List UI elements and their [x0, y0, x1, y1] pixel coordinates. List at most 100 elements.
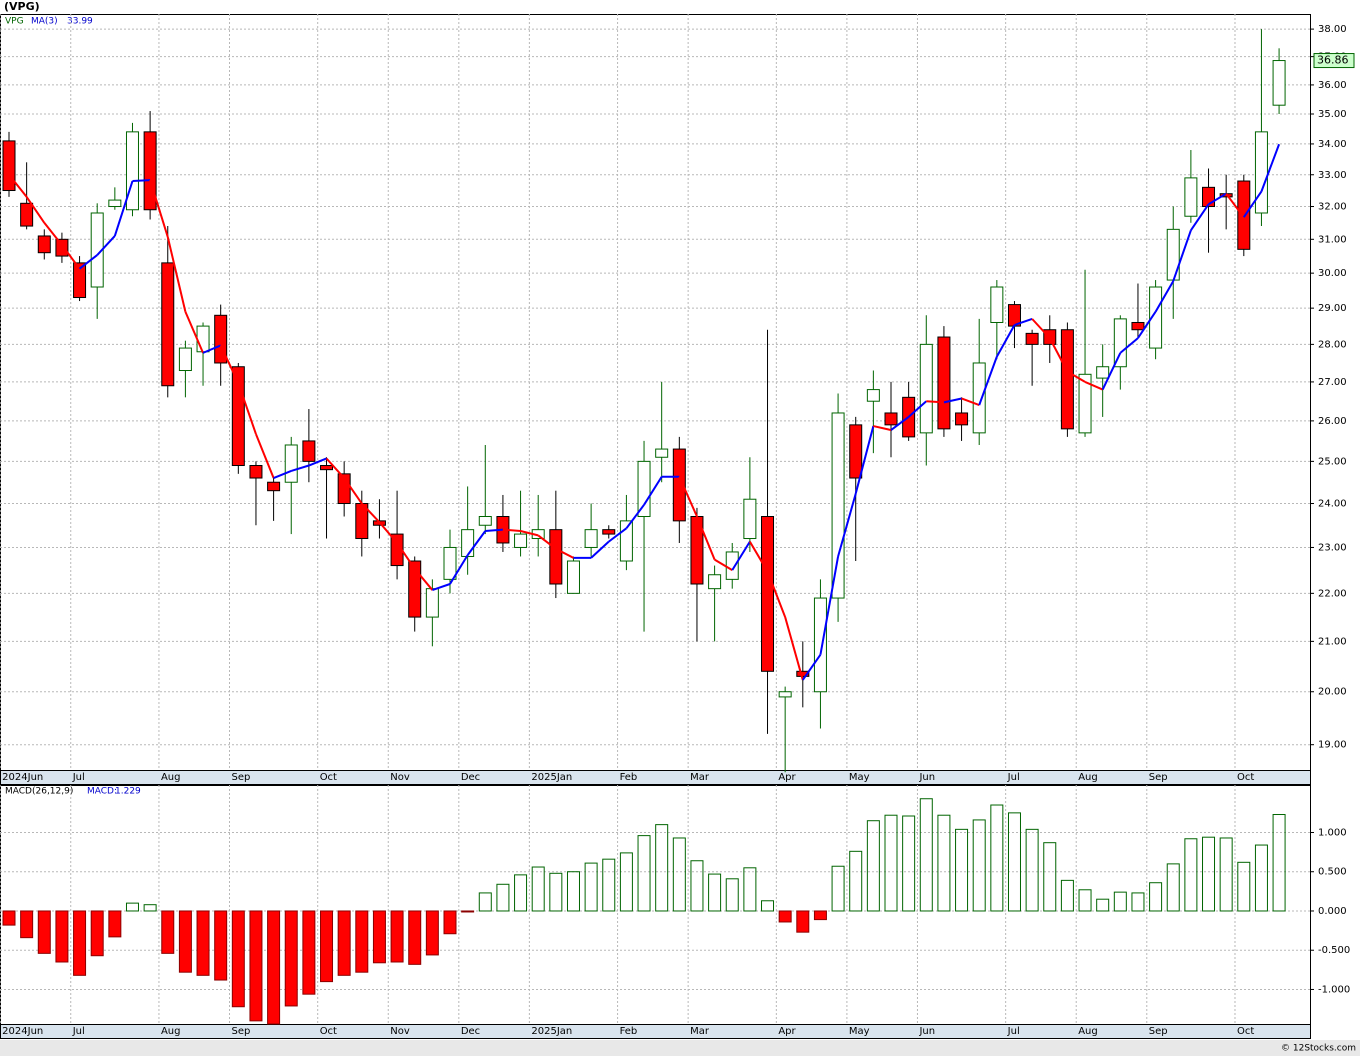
- ma-line: [43, 222, 63, 246]
- macd-bar: [73, 910, 87, 976]
- ma-line: [343, 477, 363, 505]
- ma-line: [132, 179, 151, 183]
- ma-line: [202, 344, 222, 354]
- ma-line: [1154, 280, 1175, 313]
- ma-line: [1208, 192, 1227, 206]
- y-tick-label: 21.00: [1318, 636, 1347, 647]
- last-price: 36.86: [1317, 54, 1349, 67]
- macd-bar: [267, 910, 281, 1025]
- candle-body: [267, 481, 281, 492]
- y-tick-label: 1.000: [1318, 827, 1347, 838]
- candle-body: [831, 412, 845, 599]
- ma-line: [837, 493, 857, 557]
- candle-body: [1237, 180, 1251, 250]
- candle-body: [1131, 321, 1145, 331]
- candle-body: [866, 389, 880, 402]
- y-tick-label: 23.00: [1318, 542, 1347, 553]
- ma-line: [432, 583, 451, 592]
- ma-line: [678, 476, 698, 517]
- macd-bar: [337, 910, 351, 976]
- candle-body: [161, 262, 175, 387]
- ma-line: [184, 311, 204, 354]
- x-tick-label: Jun: [918, 1026, 935, 1037]
- ma-line: [466, 530, 487, 556]
- candle-body: [725, 551, 739, 580]
- candle-body: [990, 286, 1004, 323]
- macd-bar: [478, 892, 492, 912]
- ma-line: [890, 416, 910, 431]
- ma-line: [25, 196, 46, 224]
- ma-line: [1066, 370, 1086, 383]
- last-price-box: [1313, 53, 1355, 69]
- x-tick-label: Apr: [778, 1026, 796, 1037]
- candle-body: [1096, 366, 1110, 379]
- macd-bar: [231, 910, 245, 1008]
- x-axis-strip: [0, 1024, 1311, 1039]
- y-tick-label: 0.000: [1318, 906, 1347, 917]
- x-tick-label: Aug: [1078, 1026, 1098, 1037]
- ma-line: [1225, 193, 1245, 218]
- candle-body: [196, 325, 210, 353]
- macd-bar: [1272, 814, 1286, 912]
- ma-line: [361, 502, 381, 523]
- footer: © 12Stocks.com: [1281, 1044, 1356, 1054]
- ma-line: [485, 528, 503, 532]
- macd-bar: [284, 910, 298, 1007]
- ma-line: [1048, 337, 1069, 373]
- y-tick-label: 29.00: [1318, 303, 1347, 314]
- macd-bar: [919, 798, 933, 912]
- ma-line: [643, 476, 663, 506]
- macd-bar: [320, 910, 334, 983]
- macd-bar: [1060, 879, 1074, 912]
- ma-line: [308, 457, 327, 467]
- ma-line: [943, 397, 962, 404]
- ma-line: [1031, 318, 1051, 339]
- x-tick-label: Oct: [320, 772, 337, 783]
- macd-title: MACD(26,12,9): [5, 787, 73, 797]
- macd-bar: [708, 873, 722, 912]
- candle-body: [249, 465, 263, 479]
- macd-label: MACD:: [87, 787, 117, 797]
- ma-line: [255, 433, 275, 479]
- x-tick-label: Feb: [620, 1026, 638, 1037]
- candle-body: [602, 529, 616, 535]
- candle-body: [478, 516, 492, 526]
- macd-bar: [566, 871, 580, 912]
- y-tick-label: -1.000: [1318, 984, 1350, 995]
- ma-line: [978, 356, 998, 406]
- ma-line: [237, 382, 257, 435]
- ma-line: [1242, 190, 1263, 218]
- macd-bar: [55, 910, 69, 963]
- macd-bar: [619, 852, 633, 912]
- ma-line: [766, 571, 787, 618]
- candle-body: [125, 131, 139, 211]
- macd-bar: [813, 910, 827, 921]
- ma-line: [113, 180, 134, 237]
- macd-bar: [990, 804, 1004, 912]
- macd-bar: [178, 910, 192, 973]
- macd-bar: [1025, 828, 1039, 912]
- macd-bar: [1007, 812, 1021, 912]
- macd-bar: [125, 902, 139, 912]
- macd-bar: [161, 910, 175, 954]
- y-tick-label: 28.00: [1318, 339, 1347, 350]
- candle-body: [1254, 131, 1268, 214]
- macd-bar: [796, 910, 810, 933]
- candle-body: [1025, 332, 1039, 345]
- macd-bar: [461, 910, 475, 913]
- macd-bar: [90, 910, 104, 957]
- macd-bar: [778, 910, 792, 923]
- candle-body: [408, 560, 422, 618]
- candle-body: [390, 533, 404, 567]
- macd-bar: [514, 874, 528, 912]
- macd-bar: [1202, 836, 1216, 912]
- macd-bar: [884, 814, 898, 912]
- x-tick-label: Jul: [72, 1026, 85, 1037]
- y-tick-label: 0.500: [1318, 867, 1347, 878]
- candle-body: [1166, 228, 1180, 281]
- candle-body: [20, 202, 34, 227]
- x-tick-label: Aug: [161, 1026, 181, 1037]
- x-tick-label: Sep: [232, 772, 251, 783]
- candle-body: [972, 362, 986, 434]
